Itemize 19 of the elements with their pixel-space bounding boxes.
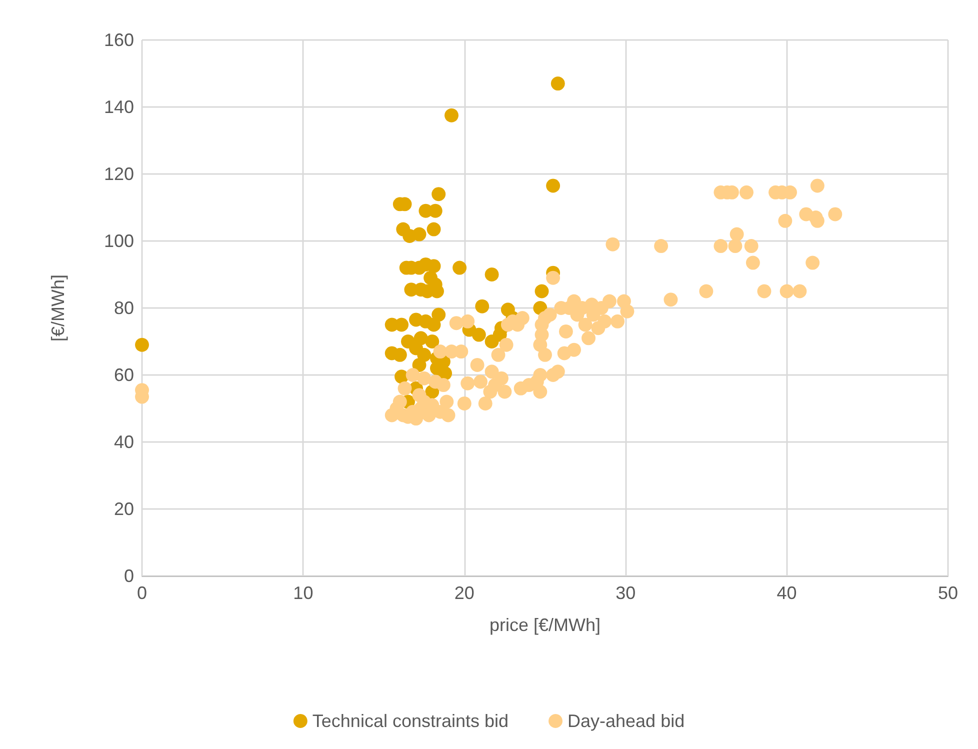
y-tick-label: 80 [114,298,134,318]
y-axis-title: [€/MWh] [48,274,68,342]
y-tick-label: 140 [104,97,134,117]
y-tick-label: 0 [124,566,134,586]
y-tick-label: 40 [114,432,134,452]
x-axis-title: price [€/MWh] [489,615,601,635]
legend-label: Day-ahead bid [568,711,685,731]
legend-label: Technical constraints bid [312,711,509,731]
y-tick-label: 160 [104,30,134,50]
y-tick-label: 60 [114,365,134,385]
x-tick-label: 10 [293,583,314,603]
x-tick-label: 20 [454,583,474,603]
x-tick-label: 30 [616,583,636,603]
y-tick-label: 100 [104,231,134,251]
y-tick-label: 120 [104,164,134,184]
y-tick-label: 20 [114,499,134,519]
x-tick-label: 50 [938,583,958,603]
x-tick-label: 40 [776,583,797,603]
x-tick-label: 0 [136,583,148,603]
